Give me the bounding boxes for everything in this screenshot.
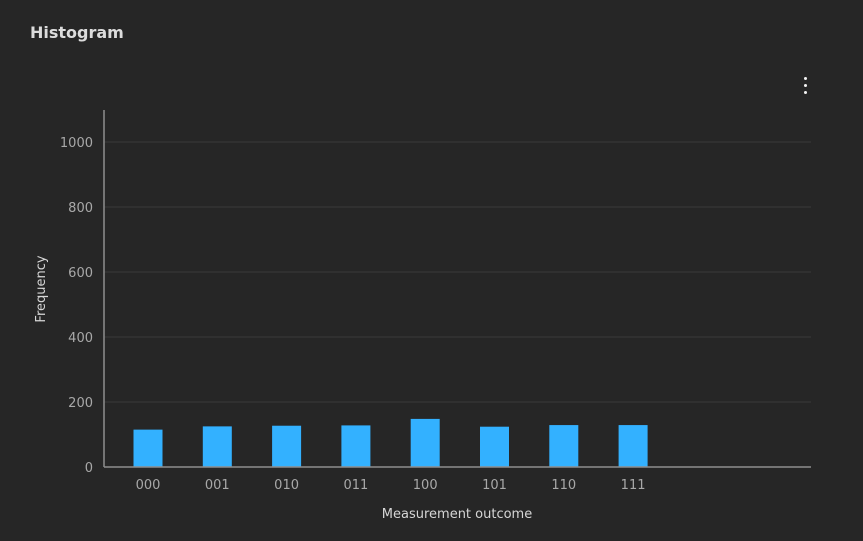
y-tick-label: 400 bbox=[68, 331, 93, 346]
y-tick-label: 0 bbox=[85, 461, 93, 476]
y-tick-label: 200 bbox=[68, 396, 93, 411]
x-tick-label: 111 bbox=[621, 478, 646, 493]
axes bbox=[103, 110, 811, 468]
bar-100 bbox=[410, 418, 440, 467]
y-tick-label: 1000 bbox=[60, 136, 93, 151]
y-tick-labels: 0 200 400 600 800 1000 bbox=[60, 136, 93, 476]
y-axis-title: Frequency bbox=[34, 255, 49, 322]
x-tick-label: 000 bbox=[136, 478, 161, 493]
x-tick-label: 110 bbox=[551, 478, 576, 493]
x-tick-label: 001 bbox=[205, 478, 230, 493]
bar-110 bbox=[549, 425, 579, 467]
y-tick-label: 600 bbox=[68, 266, 93, 281]
grid-lines bbox=[104, 141, 811, 403]
x-tick-label: 100 bbox=[413, 478, 438, 493]
overflow-menu-icon[interactable] bbox=[794, 72, 818, 98]
bar-011 bbox=[341, 425, 371, 467]
bar-000 bbox=[133, 429, 163, 467]
bar-111 bbox=[618, 425, 648, 467]
x-tick-label: 011 bbox=[343, 478, 368, 493]
menu-dot bbox=[804, 91, 807, 94]
bar-010 bbox=[272, 425, 302, 467]
menu-dot bbox=[804, 77, 807, 80]
x-axis-title: Measurement outcome bbox=[382, 507, 532, 522]
x-tick-label: 010 bbox=[274, 478, 299, 493]
x-tick-label: 101 bbox=[482, 478, 507, 493]
bar-001 bbox=[202, 426, 232, 467]
bar-101 bbox=[480, 426, 509, 467]
y-tick-label: 800 bbox=[68, 201, 93, 216]
bars bbox=[133, 418, 648, 467]
menu-dot bbox=[804, 84, 807, 87]
panel-title: Histogram bbox=[30, 23, 124, 42]
x-tick-labels: 000 001 010 011 100 101 110 111 bbox=[136, 478, 646, 493]
